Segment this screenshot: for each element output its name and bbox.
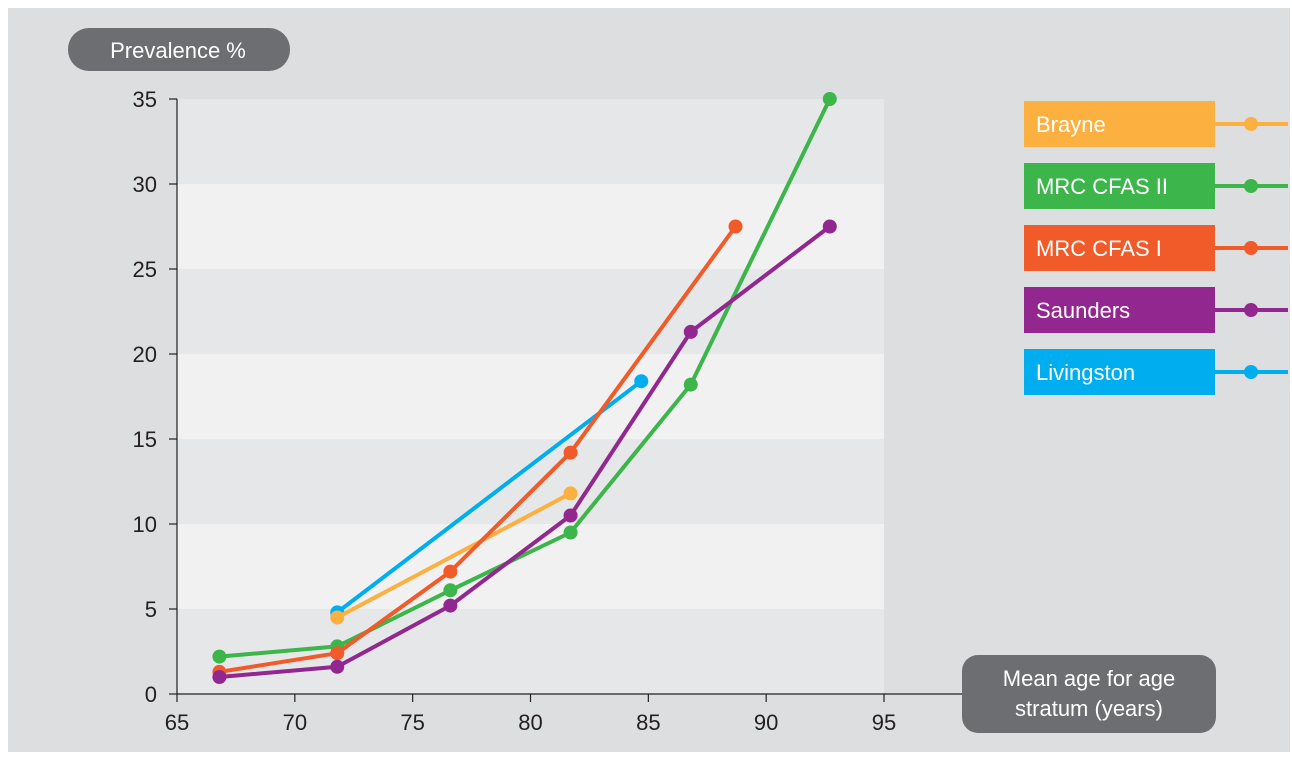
data-point-saunders: [212, 670, 227, 684]
legend-label: Brayne: [1036, 112, 1106, 137]
x-tick-label: 70: [283, 710, 307, 735]
legend-item-mrc-cfas-i: MRC CFAS I: [1024, 225, 1288, 271]
y-tick-label: 35: [133, 87, 157, 112]
data-point-livingston: [634, 374, 649, 389]
series-saunders: [212, 219, 837, 684]
y-tick-labels: 0 5 10 15 20 25 30 35: [133, 87, 157, 707]
series-line-livingston: [335, 379, 644, 615]
legend-label: MRC CFAS II: [1036, 174, 1168, 199]
grid-band: [177, 269, 884, 354]
x-tick-label: 80: [518, 710, 542, 735]
legend-marker: [1244, 179, 1258, 193]
legend-swatch: [1024, 349, 1215, 395]
grid-band: [177, 184, 884, 269]
data-point-saunders: [330, 659, 345, 674]
y-tick-label: 10: [133, 512, 157, 537]
legend-marker: [1244, 117, 1258, 131]
grid-bands: [177, 99, 884, 694]
y-tick-label: 0: [145, 682, 157, 707]
grid-band: [177, 99, 884, 184]
data-point-mrc-cfas-ii: [822, 92, 837, 106]
legend-item-saunders: Saunders: [1024, 287, 1288, 333]
series-line-saunders: [217, 224, 832, 679]
legend-marker: [1244, 365, 1258, 379]
x-tick-label: 95: [872, 710, 896, 735]
legend: Brayne MRC CFAS II MRC CFAS I Saunders Livin…: [1024, 101, 1288, 395]
y-tick-label: 30: [133, 172, 157, 197]
data-point-mrc-cfas-ii: [443, 583, 458, 598]
legend-marker: [1244, 303, 1258, 317]
data-point-brayne: [563, 486, 578, 501]
data-point-mrc-cfas-ii: [683, 377, 698, 392]
legend-label: Livingston: [1036, 360, 1135, 385]
legend-item-mrc-cfas-ii: MRC CFAS II: [1024, 163, 1288, 209]
legend-swatch: [1024, 163, 1215, 209]
grid-band: [177, 354, 884, 439]
data-point-mrc-cfas-ii: [212, 649, 227, 664]
legend-label: MRC CFAS I: [1036, 236, 1162, 261]
data-point-brayne: [330, 610, 345, 625]
legend-swatch: [1024, 225, 1215, 271]
x-tick-label: 90: [754, 710, 778, 735]
grid-band: [177, 524, 884, 609]
y-axis-label: Prevalence %: [68, 28, 290, 71]
legend-swatch: [1024, 101, 1215, 147]
y-axis-label-box: [68, 28, 290, 71]
legend-label: Saunders: [1036, 298, 1130, 323]
series-line-brayne: [335, 491, 573, 620]
series-lines: [212, 92, 837, 684]
y-tick-label: 20: [133, 342, 157, 367]
data-point-mrc-cfas-i: [728, 219, 743, 234]
x-tick-label: 85: [636, 710, 660, 735]
legend-marker: [1244, 241, 1258, 255]
x-axis-label-box: [962, 655, 1216, 733]
y-axis-label-text: Prevalence %: [110, 38, 246, 63]
x-axis-label-line-1: Mean age for age: [1003, 666, 1175, 691]
data-point-mrc-cfas-i: [330, 646, 345, 661]
grid-band: [177, 439, 884, 524]
data-point-mrc-cfas-i: [563, 445, 578, 460]
legend-swatch: [1024, 287, 1215, 333]
y-tick-label: 25: [133, 257, 157, 282]
x-axis-label-line-2: stratum (years): [1015, 696, 1163, 721]
data-point-saunders: [683, 324, 698, 339]
data-point-mrc-cfas-ii: [563, 525, 578, 540]
data-point-saunders: [822, 219, 837, 234]
axes: [169, 98, 962, 702]
data-point-saunders: [443, 598, 458, 613]
x-tick-label: 75: [400, 710, 424, 735]
legend-item-brayne: Brayne: [1024, 101, 1288, 147]
x-tick-labels: 65 70 75 80 85 90 95: [165, 710, 896, 735]
series-brayne: [330, 486, 578, 625]
x-axis-label: Mean age for age stratum (years): [962, 655, 1216, 733]
x-tick-label: 65: [165, 710, 189, 735]
legend-item-livingston: Livingston: [1024, 349, 1288, 395]
data-point-mrc-cfas-i: [443, 564, 458, 579]
y-tick-label: 5: [145, 597, 157, 622]
y-tick-label: 15: [133, 427, 157, 452]
series-mrc-cfas-i: [212, 219, 743, 679]
data-point-saunders: [563, 508, 578, 523]
